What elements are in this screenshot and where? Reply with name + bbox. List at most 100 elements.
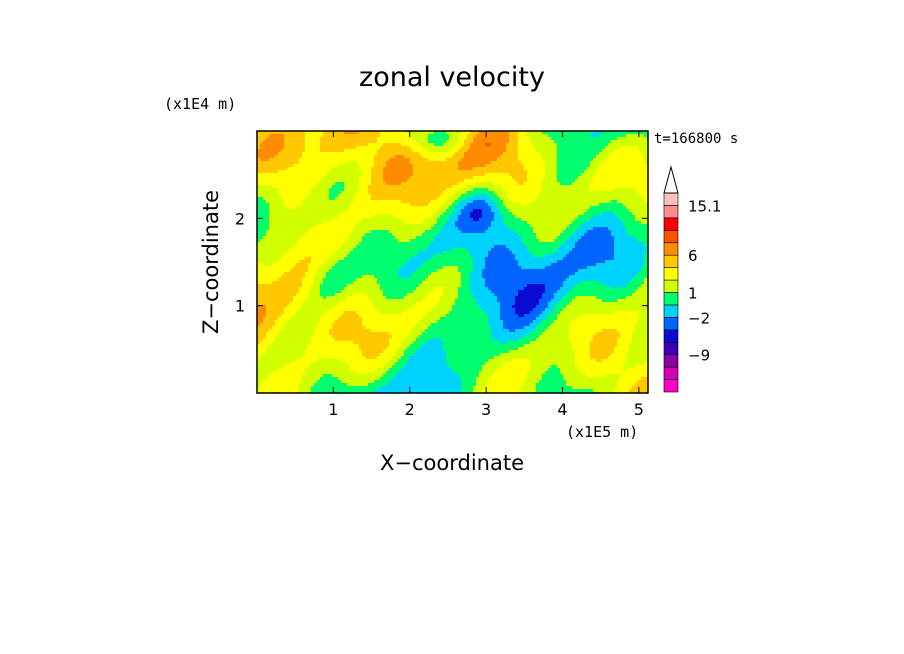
heatmap-cell bbox=[620, 170, 624, 174]
heatmap-cell bbox=[428, 149, 432, 153]
heatmap-cell bbox=[425, 212, 429, 216]
heatmap-cell bbox=[497, 212, 501, 216]
heatmap-cell bbox=[302, 239, 306, 243]
heatmap-cell bbox=[317, 137, 321, 141]
heatmap-cell bbox=[512, 203, 516, 207]
heatmap-cell bbox=[347, 224, 351, 228]
heatmap-cell bbox=[275, 134, 279, 138]
heatmap-cell bbox=[605, 239, 609, 243]
heatmap-cell bbox=[443, 224, 447, 228]
heatmap-cell bbox=[263, 176, 267, 180]
heatmap-cell bbox=[632, 239, 636, 243]
heatmap-cell bbox=[584, 209, 588, 213]
heatmap-cell bbox=[533, 203, 537, 207]
heatmap-cell bbox=[515, 152, 519, 156]
heatmap-cell bbox=[371, 131, 375, 135]
heatmap-cell bbox=[422, 200, 426, 204]
heatmap-cell bbox=[581, 233, 585, 237]
heatmap-cell bbox=[296, 179, 300, 183]
heatmap-cell bbox=[623, 203, 627, 207]
heatmap-cell bbox=[512, 149, 516, 153]
heatmap-cell bbox=[293, 242, 297, 246]
heatmap-cell bbox=[257, 230, 261, 234]
heatmap-cell bbox=[446, 233, 450, 237]
heatmap-cell bbox=[299, 245, 303, 249]
heatmap-cell bbox=[641, 155, 645, 159]
heatmap-cell bbox=[551, 188, 555, 192]
heatmap-cell bbox=[374, 188, 378, 192]
heatmap-cell bbox=[464, 236, 468, 240]
heatmap-cell bbox=[488, 218, 492, 222]
heatmap-cell bbox=[575, 182, 579, 186]
heatmap-cell bbox=[353, 164, 357, 168]
heatmap-cell bbox=[326, 227, 330, 231]
heatmap-cell bbox=[404, 197, 408, 201]
heatmap-cell bbox=[545, 233, 549, 237]
heatmap-cell bbox=[380, 146, 384, 150]
heatmap-cell bbox=[323, 233, 327, 237]
heatmap-cell bbox=[398, 143, 402, 147]
heatmap-cell bbox=[593, 161, 597, 165]
heatmap-cell bbox=[302, 170, 306, 174]
heatmap-cell bbox=[605, 236, 609, 240]
heatmap-cell bbox=[299, 185, 303, 189]
heatmap-cell bbox=[365, 239, 369, 243]
heatmap-cell bbox=[500, 236, 504, 240]
heatmap-cell bbox=[467, 239, 471, 243]
heatmap-cell bbox=[488, 164, 492, 168]
heatmap-cell bbox=[524, 206, 528, 210]
heatmap-cell bbox=[320, 221, 324, 225]
heatmap-cell bbox=[518, 206, 522, 210]
heatmap-cell bbox=[314, 209, 318, 213]
heatmap-cell bbox=[410, 233, 414, 237]
heatmap-cell bbox=[311, 230, 315, 234]
heatmap-cell bbox=[299, 218, 303, 222]
heatmap-cell bbox=[449, 176, 453, 180]
heatmap-cell bbox=[278, 161, 282, 165]
heatmap-cell bbox=[635, 149, 639, 153]
heatmap-cell bbox=[353, 179, 357, 183]
heatmap-cell bbox=[386, 185, 390, 189]
heatmap-cell bbox=[608, 203, 612, 207]
heatmap-cell bbox=[548, 194, 552, 198]
heatmap-cell bbox=[548, 140, 552, 144]
heatmap-cell bbox=[482, 239, 486, 243]
heatmap-cell bbox=[587, 161, 591, 165]
heatmap-cell bbox=[449, 161, 453, 165]
heatmap-cell bbox=[446, 230, 450, 234]
heatmap-cell bbox=[545, 227, 549, 231]
heatmap-cell bbox=[341, 185, 345, 189]
heatmap-cell bbox=[539, 188, 543, 192]
heatmap-cell bbox=[524, 188, 528, 192]
heatmap-cell bbox=[437, 143, 441, 147]
heatmap-cell bbox=[635, 215, 639, 219]
heatmap-cell bbox=[368, 146, 372, 150]
heatmap-cell bbox=[629, 155, 633, 159]
heatmap-cell bbox=[638, 152, 642, 156]
heatmap-cell bbox=[281, 203, 285, 207]
heatmap-cell bbox=[395, 161, 399, 165]
heatmap-cell bbox=[317, 191, 321, 195]
heatmap-cell bbox=[272, 197, 276, 201]
heatmap-cell bbox=[359, 200, 363, 204]
heatmap-cell bbox=[290, 164, 294, 168]
heatmap-cell bbox=[302, 200, 306, 204]
heatmap-cell bbox=[563, 224, 567, 228]
heatmap-cell bbox=[494, 206, 498, 210]
heatmap-cell bbox=[632, 164, 636, 168]
heatmap-cell bbox=[431, 152, 435, 156]
heatmap-cell bbox=[530, 197, 534, 201]
heatmap-cell bbox=[350, 242, 354, 246]
heatmap-cell bbox=[614, 167, 618, 171]
heatmap-cell bbox=[461, 203, 465, 207]
heatmap-cell bbox=[284, 131, 288, 135]
heatmap-cell bbox=[614, 134, 618, 138]
heatmap-cell bbox=[389, 134, 393, 138]
heatmap-cell bbox=[452, 242, 456, 246]
heatmap-cell bbox=[392, 239, 396, 243]
heatmap-cell bbox=[452, 176, 456, 180]
heatmap-cell bbox=[488, 134, 492, 138]
heatmap-cell bbox=[593, 215, 597, 219]
heatmap-cell bbox=[302, 212, 306, 216]
heatmap-cell bbox=[449, 164, 453, 168]
